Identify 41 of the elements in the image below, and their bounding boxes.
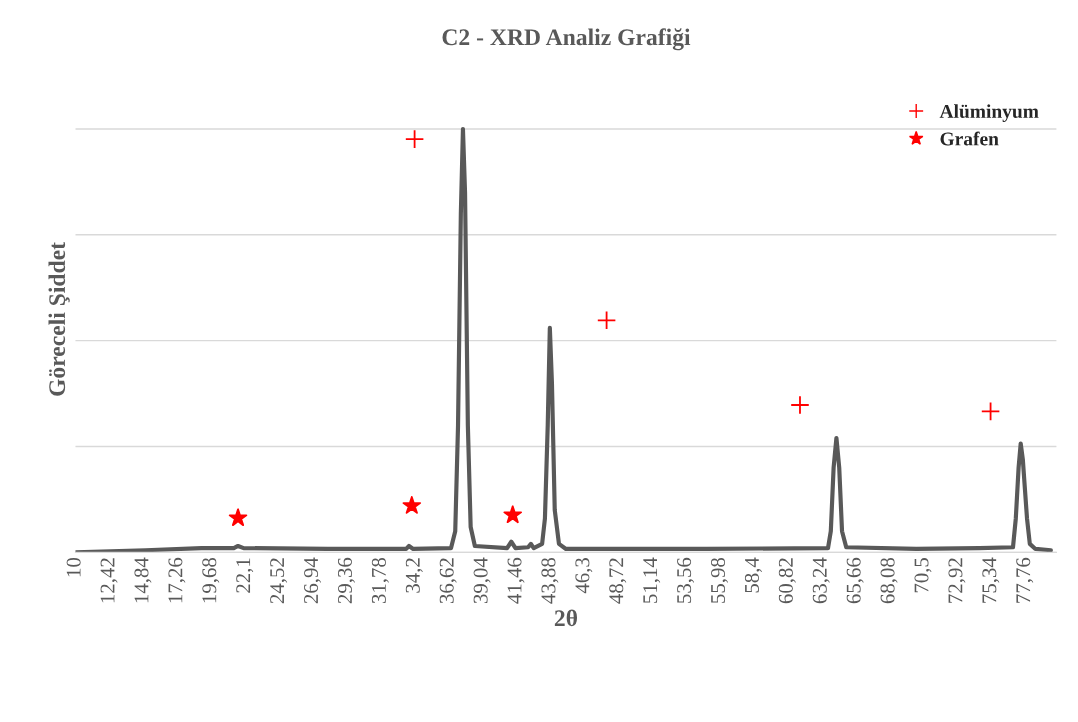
x-tick-label: 43,88 <box>541 557 559 604</box>
x-tick-label: 19,68 <box>202 557 220 603</box>
x-tick-label: 26,94 <box>304 557 322 604</box>
x-tick-label: 14,84 <box>134 557 152 603</box>
x-tick-label: 51,14 <box>643 557 661 603</box>
x-tick-label: 39,04 <box>473 557 491 604</box>
x-tick-label: 70,5 <box>914 558 932 593</box>
x-tick-label: 22,1 <box>236 558 254 593</box>
x-tick-label: 31,78 <box>371 557 389 604</box>
x-tick-label: 77,76 <box>1016 557 1034 603</box>
y-axis-title: Göreceli Şiddet <box>48 242 70 396</box>
x-tick-label: 60,82 <box>778 558 796 604</box>
x-tick-label: 72,92 <box>948 558 966 603</box>
x-tick-label: 10 <box>66 557 81 577</box>
x-tick-label: 48,72 <box>609 558 627 604</box>
x-tick-label: 41,46 <box>507 557 525 604</box>
legend-label: Alüminyum <box>939 104 1039 122</box>
x-tick-label: 68,08 <box>880 557 898 604</box>
x-tick-label: 24,52 <box>270 558 288 604</box>
x-tick-label: 53,56 <box>677 557 695 603</box>
point <box>503 505 522 524</box>
x-tick-label: 46,3 <box>575 558 593 594</box>
point <box>790 395 810 415</box>
point <box>402 496 422 514</box>
x-tick-label: 65,66 <box>846 557 864 604</box>
point <box>228 508 248 527</box>
point <box>404 129 425 149</box>
point <box>596 310 617 331</box>
x-tick-label: 34,2 <box>405 558 423 593</box>
x-tick-label: 75,34 <box>982 557 1000 603</box>
chart-title: C2 - XRD Analiz Grafiği <box>442 28 691 51</box>
x-axis-title: 2θ <box>554 609 578 627</box>
x-tick-label: 12,42 <box>100 558 118 603</box>
x-tick-label: 63,24 <box>812 557 830 604</box>
x-tick-label: 58,4 <box>744 557 762 593</box>
x-tick-label: 55,98 <box>710 557 729 603</box>
x-tick-label: 29,36 <box>337 557 355 604</box>
x-tick-label: 36,62 <box>439 558 457 604</box>
point <box>980 401 1001 422</box>
x-tick-label: 17,26 <box>168 557 186 603</box>
legend-label: Grafen <box>940 131 999 146</box>
